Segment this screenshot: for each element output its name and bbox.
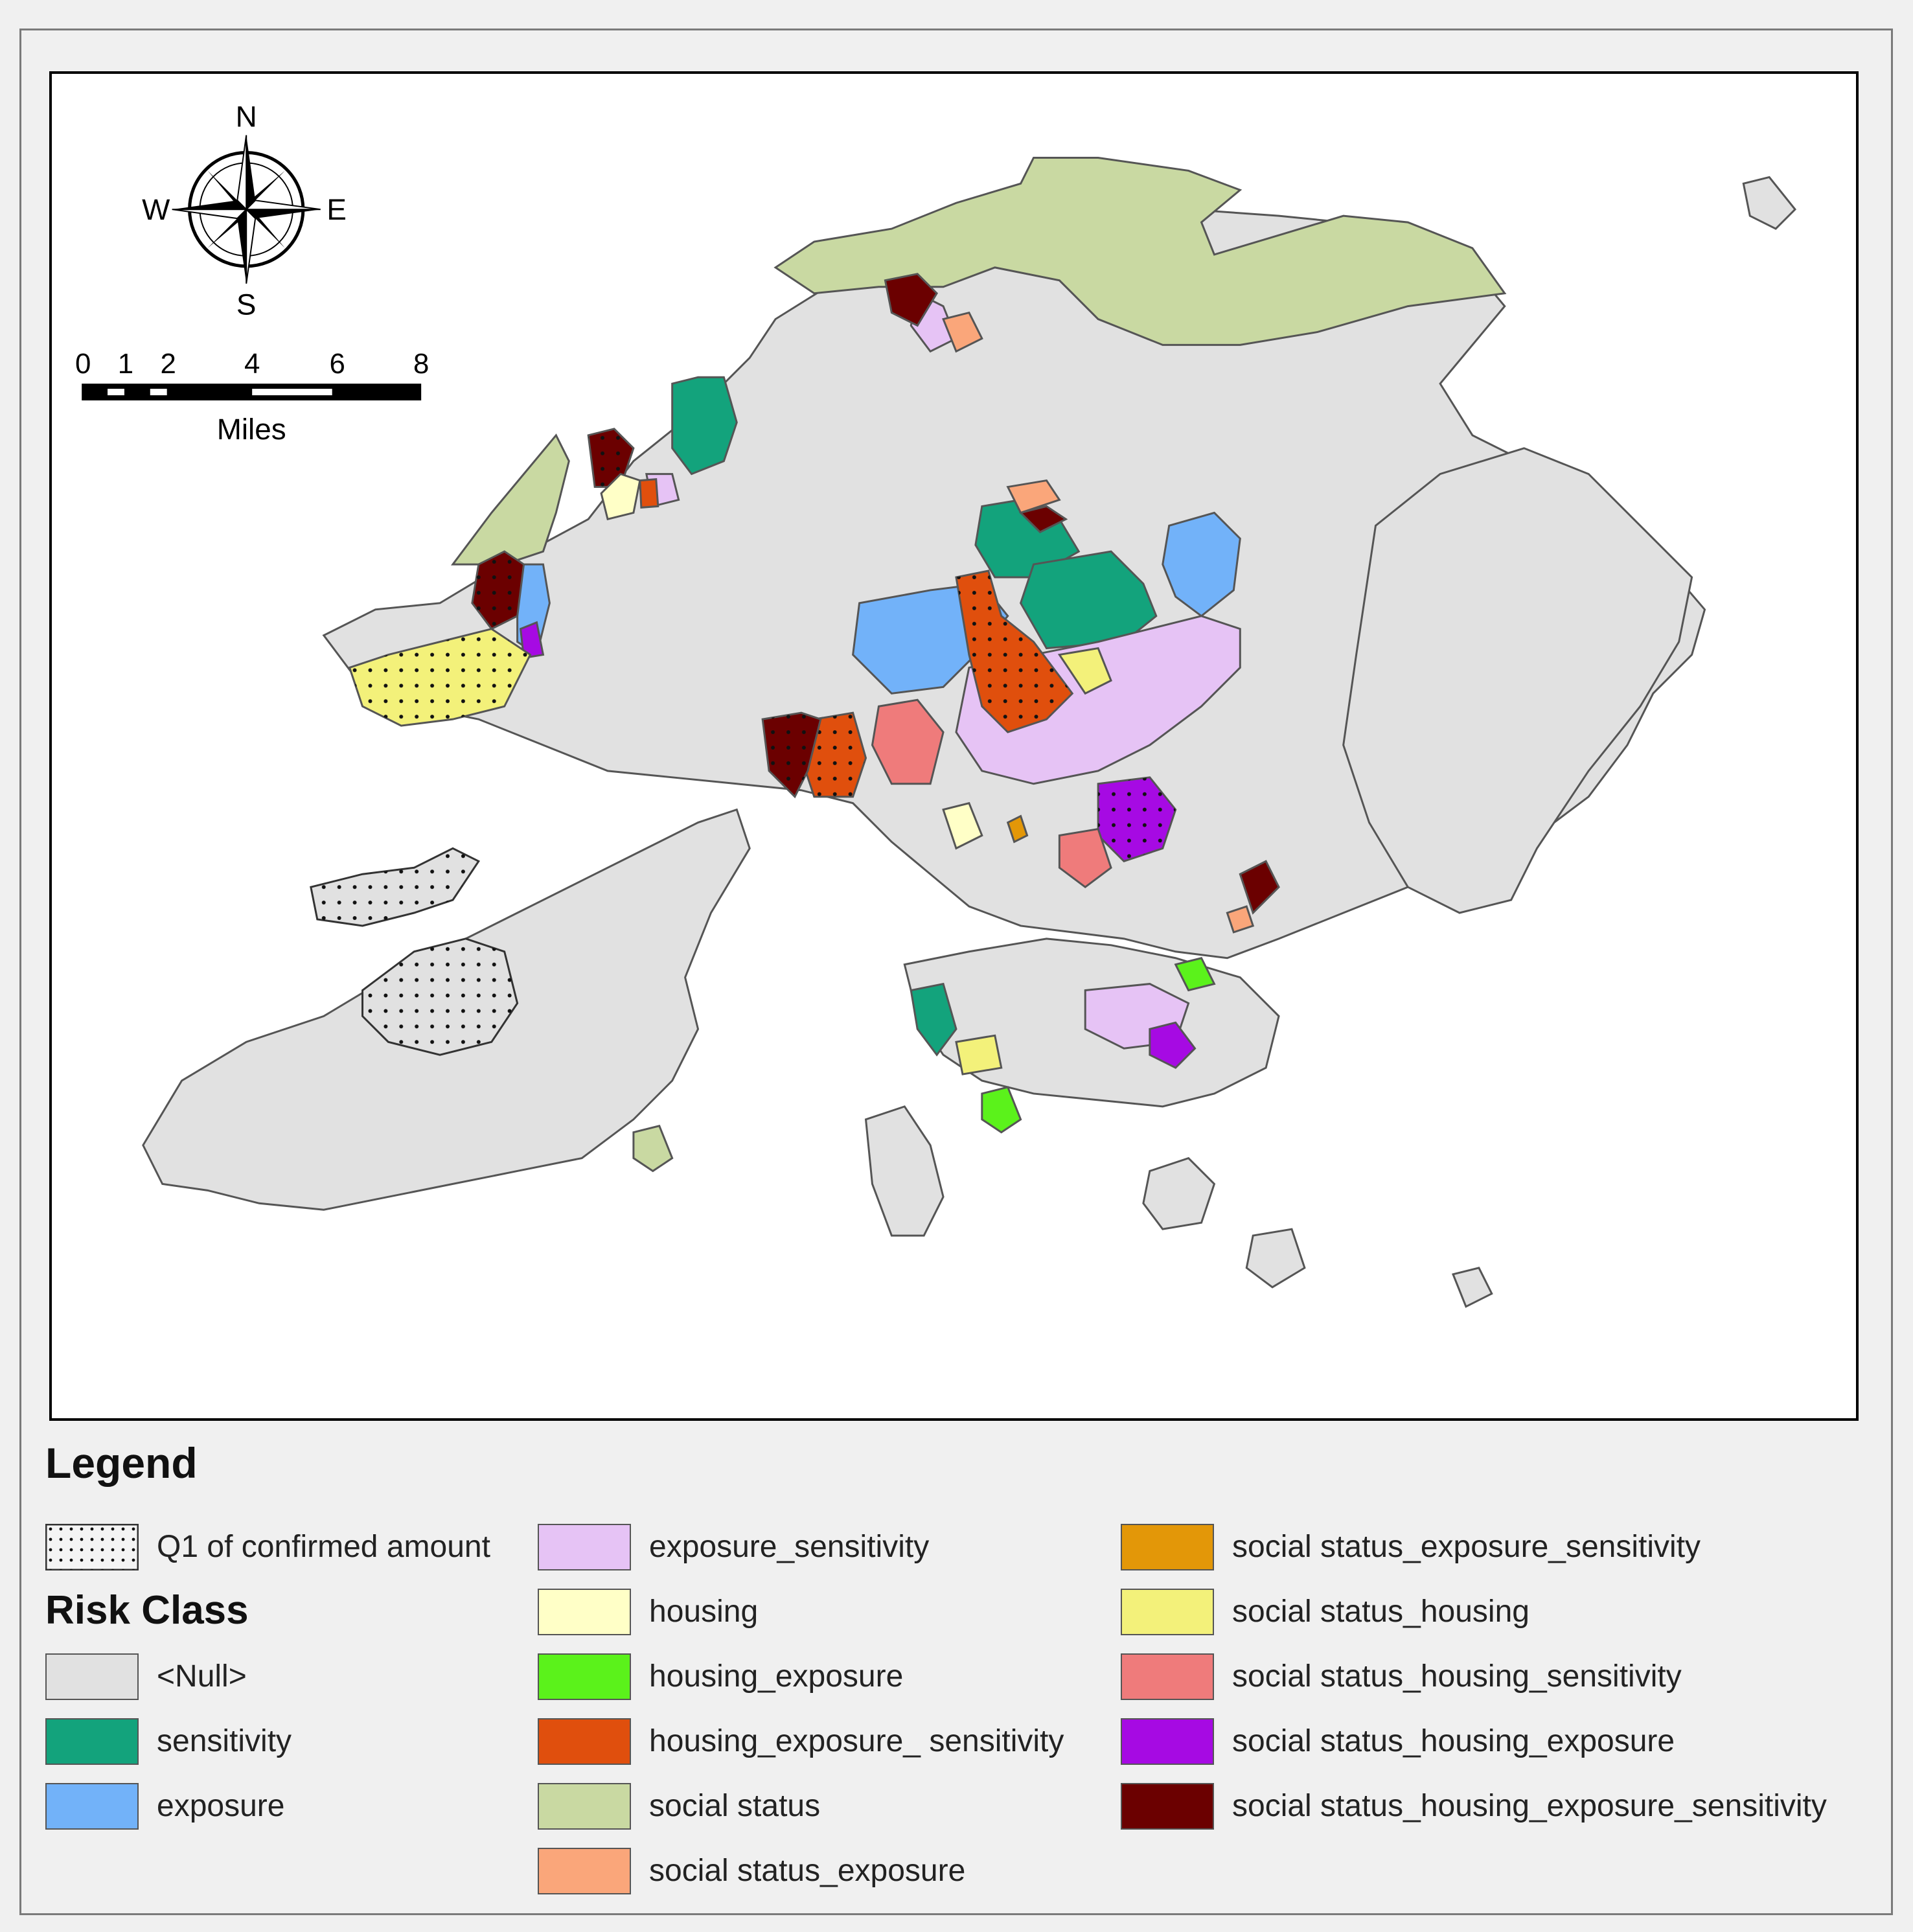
region-housing-exposure-1 bbox=[981, 1086, 1022, 1134]
region-ss-exposure-1 bbox=[942, 311, 983, 353]
map-panel: N S E W 0 1 2 4 6 8 Miles bbox=[49, 71, 1859, 1421]
region-sshes-4 bbox=[884, 273, 938, 327]
region-ss-exp-sens-1 bbox=[1006, 814, 1029, 844]
scale-tick-1: 1 bbox=[118, 348, 133, 380]
region-exposure-2 bbox=[1162, 511, 1241, 617]
region-ss-housing-2 bbox=[1057, 647, 1112, 695]
legend-swatch-2 bbox=[45, 1783, 139, 1830]
legend-label-9: social status_exposure_sensitivity bbox=[1232, 1530, 1701, 1564]
region-social-status-north bbox=[773, 157, 1507, 346]
compass-west: W bbox=[142, 193, 170, 226]
region-sshes-3-dots bbox=[588, 428, 634, 487]
legend-label-5: housing_exposure bbox=[649, 1659, 904, 1694]
legend-label-3: exposure_sensitivity bbox=[649, 1530, 930, 1564]
island-small-2 bbox=[1245, 1228, 1306, 1289]
region-ss-housing-3 bbox=[955, 1034, 1003, 1075]
region-q1-lantau-1-dots bbox=[310, 848, 479, 926]
legend-label-10: social status_housing bbox=[1232, 1594, 1529, 1629]
legend-swatch-9 bbox=[1121, 1524, 1214, 1570]
region-sensitivity-1 bbox=[671, 376, 738, 476]
region-housing-1 bbox=[600, 472, 641, 521]
region-ssh-sensitivity-2 bbox=[1058, 827, 1112, 889]
scale-bar: 0 1 2 4 6 8 Miles bbox=[75, 348, 429, 446]
legend-swatch-7 bbox=[538, 1783, 631, 1830]
legend-swatch-13 bbox=[1121, 1783, 1214, 1830]
legend-swatch-8 bbox=[538, 1848, 631, 1894]
legend-label-0: <Null> bbox=[157, 1659, 247, 1694]
legend-swatch-0 bbox=[45, 1653, 139, 1700]
region-ssh-sensitivity-1 bbox=[871, 698, 945, 785]
legend-swatch-10 bbox=[1121, 1589, 1214, 1635]
region-ssh-exposure-2 bbox=[1149, 1021, 1197, 1069]
territory-lamma bbox=[864, 1105, 945, 1237]
legend-label-7: social status bbox=[649, 1789, 821, 1823]
region-ss-exposure-3 bbox=[1226, 905, 1255, 934]
region-sensitivity-3 bbox=[1019, 550, 1158, 650]
legend-label-2: exposure bbox=[157, 1789, 285, 1823]
region-ss-housing-1-dots bbox=[349, 628, 531, 726]
scale-tick-8: 8 bbox=[413, 348, 429, 380]
region-sshes-2-dots bbox=[472, 551, 524, 629]
region-q1-lantau-2-dots bbox=[362, 938, 518, 1055]
legend-label-6: housing_exposure_ sensitivity bbox=[649, 1724, 1064, 1758]
legend-swatch-5 bbox=[538, 1653, 631, 1700]
legend-swatch-1 bbox=[45, 1718, 139, 1765]
island-small-3 bbox=[1742, 176, 1796, 230]
scale-tick-6: 6 bbox=[329, 348, 345, 380]
region-sshes-6 bbox=[1239, 860, 1280, 915]
scale-tick-2: 2 bbox=[160, 348, 176, 380]
legend-swatch-12 bbox=[1121, 1718, 1214, 1765]
scale-tick-4: 4 bbox=[244, 348, 260, 380]
compass-south: S bbox=[236, 288, 257, 321]
legend-swatch-11 bbox=[1121, 1653, 1214, 1700]
region-housing-exposure-sensitivity-3 bbox=[639, 477, 659, 509]
legend-label-4: housing bbox=[649, 1594, 759, 1629]
scale-unit: Miles bbox=[217, 413, 286, 446]
region-ss-exposure-2 bbox=[1006, 479, 1061, 514]
region-ssh-exposure-1-dots bbox=[1098, 777, 1176, 862]
region-ssh-exposure-3 bbox=[519, 621, 545, 660]
region-housing-2 bbox=[942, 801, 983, 850]
legend-swatch-6 bbox=[538, 1718, 631, 1765]
compass-rose: N S E W bbox=[142, 100, 347, 321]
map-canvas: N S E W 0 1 2 4 6 8 Miles bbox=[75, 100, 1796, 1308]
compass-east: E bbox=[326, 193, 347, 226]
legend-label-q1: Q1 of confirmed amount bbox=[157, 1530, 490, 1564]
legend-swatch-3 bbox=[538, 1524, 631, 1570]
legend-label-1: sensitivity bbox=[157, 1724, 292, 1758]
scale-tick-0: 0 bbox=[75, 348, 91, 380]
island-small-5 bbox=[1452, 1267, 1493, 1308]
region-housing-exposure-sensitivity-1-dots bbox=[956, 571, 1073, 733]
region-housing-exposure-2 bbox=[1174, 956, 1216, 992]
legend-label-11: social status_housing_sensitivity bbox=[1232, 1659, 1682, 1694]
territory-saikung bbox=[1342, 447, 1693, 914]
island-small-1 bbox=[1142, 1156, 1216, 1230]
legend-label-8: social status_exposure bbox=[649, 1854, 966, 1888]
legend-title: Legend bbox=[45, 1439, 198, 1487]
compass-north: N bbox=[236, 100, 257, 133]
legend-label-13: social status_housing_exposure_sensitivi… bbox=[1232, 1789, 1827, 1823]
island-small-4 bbox=[632, 1124, 674, 1173]
region-sshes-5 bbox=[1018, 505, 1068, 534]
region-sensitivity-4 bbox=[910, 982, 957, 1057]
legend-label-12: social status_housing_exposure bbox=[1232, 1724, 1675, 1758]
legend-swatch-dotted bbox=[45, 1524, 139, 1570]
legend-swatch-4 bbox=[538, 1589, 631, 1635]
risk-class-title: Risk Class bbox=[45, 1588, 249, 1633]
region-sshes-1-dots bbox=[762, 713, 821, 797]
